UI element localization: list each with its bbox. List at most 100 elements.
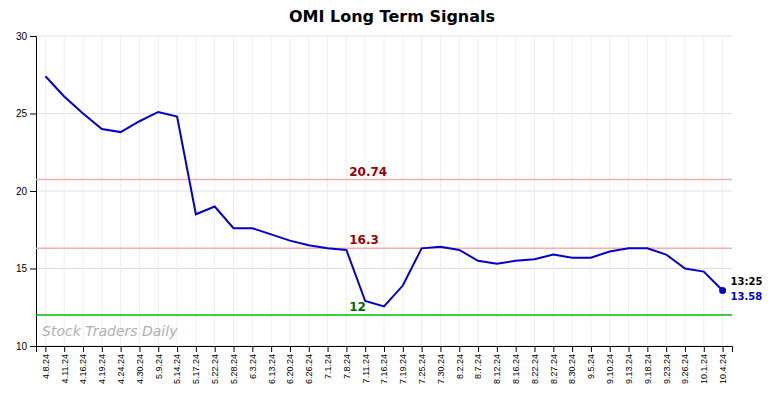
tick-mark [647,346,648,352]
tick-label: 4.11.24 [60,354,70,383]
tick: 4.19.24 [97,346,107,384]
grid-line [722,36,723,346]
grid-line [45,36,46,346]
tick-mark [572,346,573,352]
tick-mark [440,346,441,352]
grid-line [139,36,140,346]
tick-mark [629,346,630,352]
grid-line [120,36,121,346]
tick-label: 5.28.24 [229,354,239,384]
grid-line [590,36,591,346]
tick-mark [384,346,385,352]
tick-mark [704,346,705,352]
tick: 9.26.24 [680,346,690,384]
tick-mark [30,114,36,115]
tick-label: 8.7.24 [473,354,483,379]
tick-label: 5.22.24 [210,354,220,384]
tick-mark [271,346,272,352]
tick: 6.3.24 [248,346,258,379]
tick-label: 10 [16,341,28,352]
tick-mark [685,346,686,352]
reference-label: 20.74 [349,165,387,179]
tick: 4.8.24 [41,346,51,379]
grid-line [64,36,65,346]
tick: 7.16.24 [379,346,389,384]
tick-label: 8.27.24 [549,354,559,384]
tick: 8.12.24 [492,346,502,384]
tick: 7.25.24 [417,346,427,384]
grid-line [666,36,667,346]
tick-label: 6.26.24 [304,354,314,384]
tick-label: 9.18.24 [643,354,653,384]
reference-line [36,314,732,316]
tick-label: 5.14.24 [172,354,182,384]
grid-line [402,36,403,346]
tick: 4.11.24 [60,346,70,383]
grid-line [233,36,234,346]
tick-label: 9.26.24 [680,354,690,384]
tick-mark [196,346,197,352]
tick-mark [64,346,65,352]
grid-line [177,36,178,346]
grid-line [684,36,685,346]
tick-label: 4.8.24 [41,354,51,379]
tick-mark [591,346,592,352]
tick-label: 4.24.24 [116,354,126,384]
tick: 4.30.24 [135,346,145,384]
reference-line [36,179,732,181]
tick: 6.26.24 [304,346,314,384]
tick-mark [478,346,479,352]
grid-line [703,36,704,346]
grid-line [421,36,422,346]
tick: 8.30.24 [567,346,577,384]
tick: 15 [16,263,36,274]
tick-mark [121,346,122,352]
tick-mark [534,346,535,352]
tick: 5.22.24 [210,346,220,384]
grid-line [308,36,309,346]
tick-label: 4.30.24 [135,354,145,384]
tick: 7.1.24 [323,346,333,379]
tick: 8.7.24 [473,346,483,379]
tick-label: 8.2.24 [455,354,465,379]
tick-label: 6.13.24 [267,354,277,384]
tick-label: 8.30.24 [567,354,577,384]
tick-label: 7.25.24 [417,354,427,384]
grid [36,36,732,346]
tick-label: 8.12.24 [492,354,502,384]
tick-label: 8.16.24 [511,354,521,384]
tick-label: 7.30.24 [436,354,446,384]
tick: 8.22.24 [530,346,540,384]
annotations: 20.7416.31213:2513.58Stock Traders Daily [42,165,762,339]
tick-label: 9.23.24 [662,354,672,384]
tick: 7.30.24 [436,346,446,384]
tick: 10.4.24 [718,346,728,384]
tick-label: 20 [16,186,28,197]
tick: 5.28.24 [229,346,239,384]
tick-mark [497,346,498,352]
grid-line [440,36,441,346]
x-axis: 4.8.24 4.11.24 4.16.24 4.19.24 4.24.24 4.30.2… [37,346,733,384]
tick-mark [139,346,140,352]
grid-line [158,36,159,346]
title: OMI Long Term Signals [289,7,495,26]
tick-mark [45,346,46,352]
tick-label: 10.1.24 [699,354,709,384]
tick-mark [215,346,216,352]
tick: 4.16.24 [78,346,88,384]
tick: 7.11.24 [361,346,371,383]
tick: 20 [16,186,36,197]
axis-line [30,37,37,347]
tick-label: 5.9.24 [154,354,164,379]
axis-line [37,347,733,353]
grid-line [252,36,253,346]
grid-line [553,36,554,346]
tick-mark [30,191,36,192]
grid-line [647,36,648,346]
tick-mark [459,346,460,352]
tick-label: 9.13.24 [624,354,634,384]
tick-label: 6.20.24 [285,354,295,384]
grid-line [384,36,385,346]
tick-mark [516,346,517,352]
grid-line [496,36,497,346]
